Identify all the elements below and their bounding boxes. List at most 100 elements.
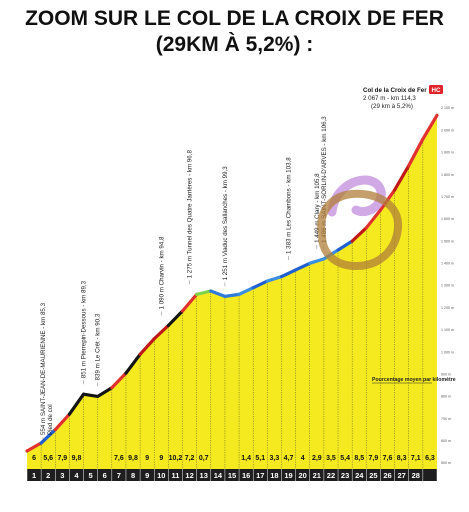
profile-segment xyxy=(279,268,298,279)
altitude-tick-label: 2 000 m xyxy=(441,128,454,132)
profile-segment xyxy=(308,257,326,265)
annotation-label: 1 486 m SAINT-SORLIN-D'ARVES - km 106,3 xyxy=(321,116,328,243)
profile-segment xyxy=(81,392,100,399)
annotation-label: 1 251 m Viaduc des Sallanches - km 99,3 xyxy=(222,166,229,281)
profile-segment xyxy=(67,392,86,416)
percent-label: 10,2 xyxy=(169,455,183,462)
profile-area xyxy=(27,115,437,471)
km-axis-label: 12 xyxy=(185,471,193,480)
percent-label: 4 xyxy=(301,455,305,462)
km-axis-label: 9 xyxy=(145,471,149,480)
hc-badge-label: HC xyxy=(432,87,441,94)
annotation-label: 554 m SAINT-JEAN-DE-MAURIENNE - km 85,3 xyxy=(40,302,47,435)
percent-label: 5,6 xyxy=(43,455,53,462)
profile-segment xyxy=(53,412,72,432)
profile-segment xyxy=(265,275,284,283)
profile-segment xyxy=(110,371,128,390)
altitude-tick-label: 1 000 m xyxy=(441,350,454,354)
km-axis-band xyxy=(27,469,437,481)
km-axis-label: 27 xyxy=(397,471,405,480)
annotation-label: 851 m Pierrepin-Dessous - km 89,3 xyxy=(81,280,88,378)
profile-segment xyxy=(166,309,185,328)
altitude-tick-label: 700 m xyxy=(441,417,451,421)
profile-segment xyxy=(124,352,142,375)
percent-label: 3,3 xyxy=(270,455,280,462)
percent-label: 9 xyxy=(159,455,163,462)
profile-segment xyxy=(350,226,368,243)
percent-label: 7,9 xyxy=(369,455,379,462)
percent-label: 7,9 xyxy=(57,455,67,462)
km-axis-label: 3 xyxy=(60,471,64,480)
km-axis-label: 22 xyxy=(327,471,335,480)
percent-labels-layer: 6 5,6 7,9 9,8 7,6 9,8 9 9 10,2 7,2 0,7 1,4 5,1 3,3 4,7… xyxy=(32,455,435,462)
km-axis-label: 25 xyxy=(369,471,377,480)
percent-label: 0,7 xyxy=(199,455,209,462)
km-axis-layer: 1 2 3 4 5 6 7 8 9 10 11 12 13 14 15 16 17 18 19 20 21 22 23 24 2… xyxy=(26,469,438,481)
title-line-2: (29KM À 5,2%) : xyxy=(155,33,314,56)
profile-segment xyxy=(209,289,227,298)
altitude-tick-label: 500 m xyxy=(441,461,451,465)
annotation-label: 1 449 m Clary - km 105,8 xyxy=(314,173,321,243)
altitude-tick-label: 1 800 m xyxy=(441,173,454,177)
km-axis-label: 8 xyxy=(131,471,135,480)
km-axis-label: 16 xyxy=(242,471,250,480)
km-axis-label: 15 xyxy=(228,471,236,480)
profile-segment xyxy=(223,292,241,298)
profile-segment xyxy=(96,386,114,399)
profile-segment xyxy=(237,286,255,296)
brown-ring-mark xyxy=(317,189,403,271)
profile-segment xyxy=(294,261,312,272)
altitude-ticks-layer: 500 m 600 m 700 m 800 m 900 m 1 000 m 1 100 m 1… xyxy=(441,106,454,465)
altitude-tick-label: 800 m xyxy=(441,395,451,399)
profile-segment xyxy=(407,137,425,168)
percent-label: 6,3 xyxy=(425,455,435,462)
profile-segment xyxy=(364,208,383,230)
km-axis-label: 14 xyxy=(214,471,223,480)
percent-label: 2,9 xyxy=(312,455,322,462)
profile-segment xyxy=(152,323,170,341)
percent-label: 7,6 xyxy=(383,455,393,462)
altitude-tick-label: 2 100 m xyxy=(441,106,454,110)
percent-label: 1,4 xyxy=(241,455,251,462)
percent-label: 7,6 xyxy=(114,455,124,462)
percent-label: 7,2 xyxy=(185,455,195,462)
percent-label: 6 xyxy=(32,455,36,462)
altitude-tick-label: 600 m xyxy=(441,439,451,443)
annotation-sublabel: Pied de col xyxy=(47,404,54,435)
percent-label: 8,3 xyxy=(397,455,407,462)
percent-label: 5,1 xyxy=(255,455,265,462)
percent-label: 5,4 xyxy=(340,455,350,462)
km-axis-label: 24 xyxy=(355,471,364,480)
profile-area-layer xyxy=(27,115,437,471)
profile-segment xyxy=(195,289,213,296)
altitude-tick-label: 1 700 m xyxy=(441,195,454,199)
km-axis-label: 18 xyxy=(270,471,278,480)
profile-segment xyxy=(180,292,199,313)
annotations-layer: 554 m SAINT-JEAN-DE-MAURIENNE - km 85,3 P… xyxy=(40,85,456,442)
km-axis-label: 23 xyxy=(341,471,349,480)
profile-segment xyxy=(251,279,269,290)
km-axis-label: 20 xyxy=(299,471,307,480)
km-axis-label: 13 xyxy=(200,471,208,480)
km-axis-label: 7 xyxy=(117,471,121,480)
km-axis-label: 17 xyxy=(256,471,264,480)
percent-label: 9,8 xyxy=(72,455,82,462)
annotation-label: 839 m Le Crêt - km 90,3 xyxy=(95,313,102,380)
annotation-label: 1 275 m Tunnel des Quatre Jarrières - km… xyxy=(187,150,194,279)
summit-name: Col de la Croix de Fer xyxy=(363,87,427,94)
profile-segment xyxy=(25,441,43,453)
percent-label: 9 xyxy=(145,455,149,462)
chart-title: ZOOM SUR LE COL DE LA CROIX DE FER (29KM… xyxy=(0,6,469,58)
km-axis-label: 6 xyxy=(103,471,107,480)
profile-segment xyxy=(392,164,411,192)
altitude-tick-label: 1 400 m xyxy=(441,262,454,266)
percent-label: 9,8 xyxy=(128,455,138,462)
km-axis-label: 11 xyxy=(171,471,179,480)
profile-segment xyxy=(421,113,439,141)
percent-label: 7,1 xyxy=(411,455,421,462)
altitude-tick-label: 1 500 m xyxy=(441,239,454,243)
km-axis-label: 2 xyxy=(46,471,50,480)
summit-detail: 2 067 m - km 114,3 xyxy=(363,95,416,102)
profile-segment xyxy=(336,239,354,252)
